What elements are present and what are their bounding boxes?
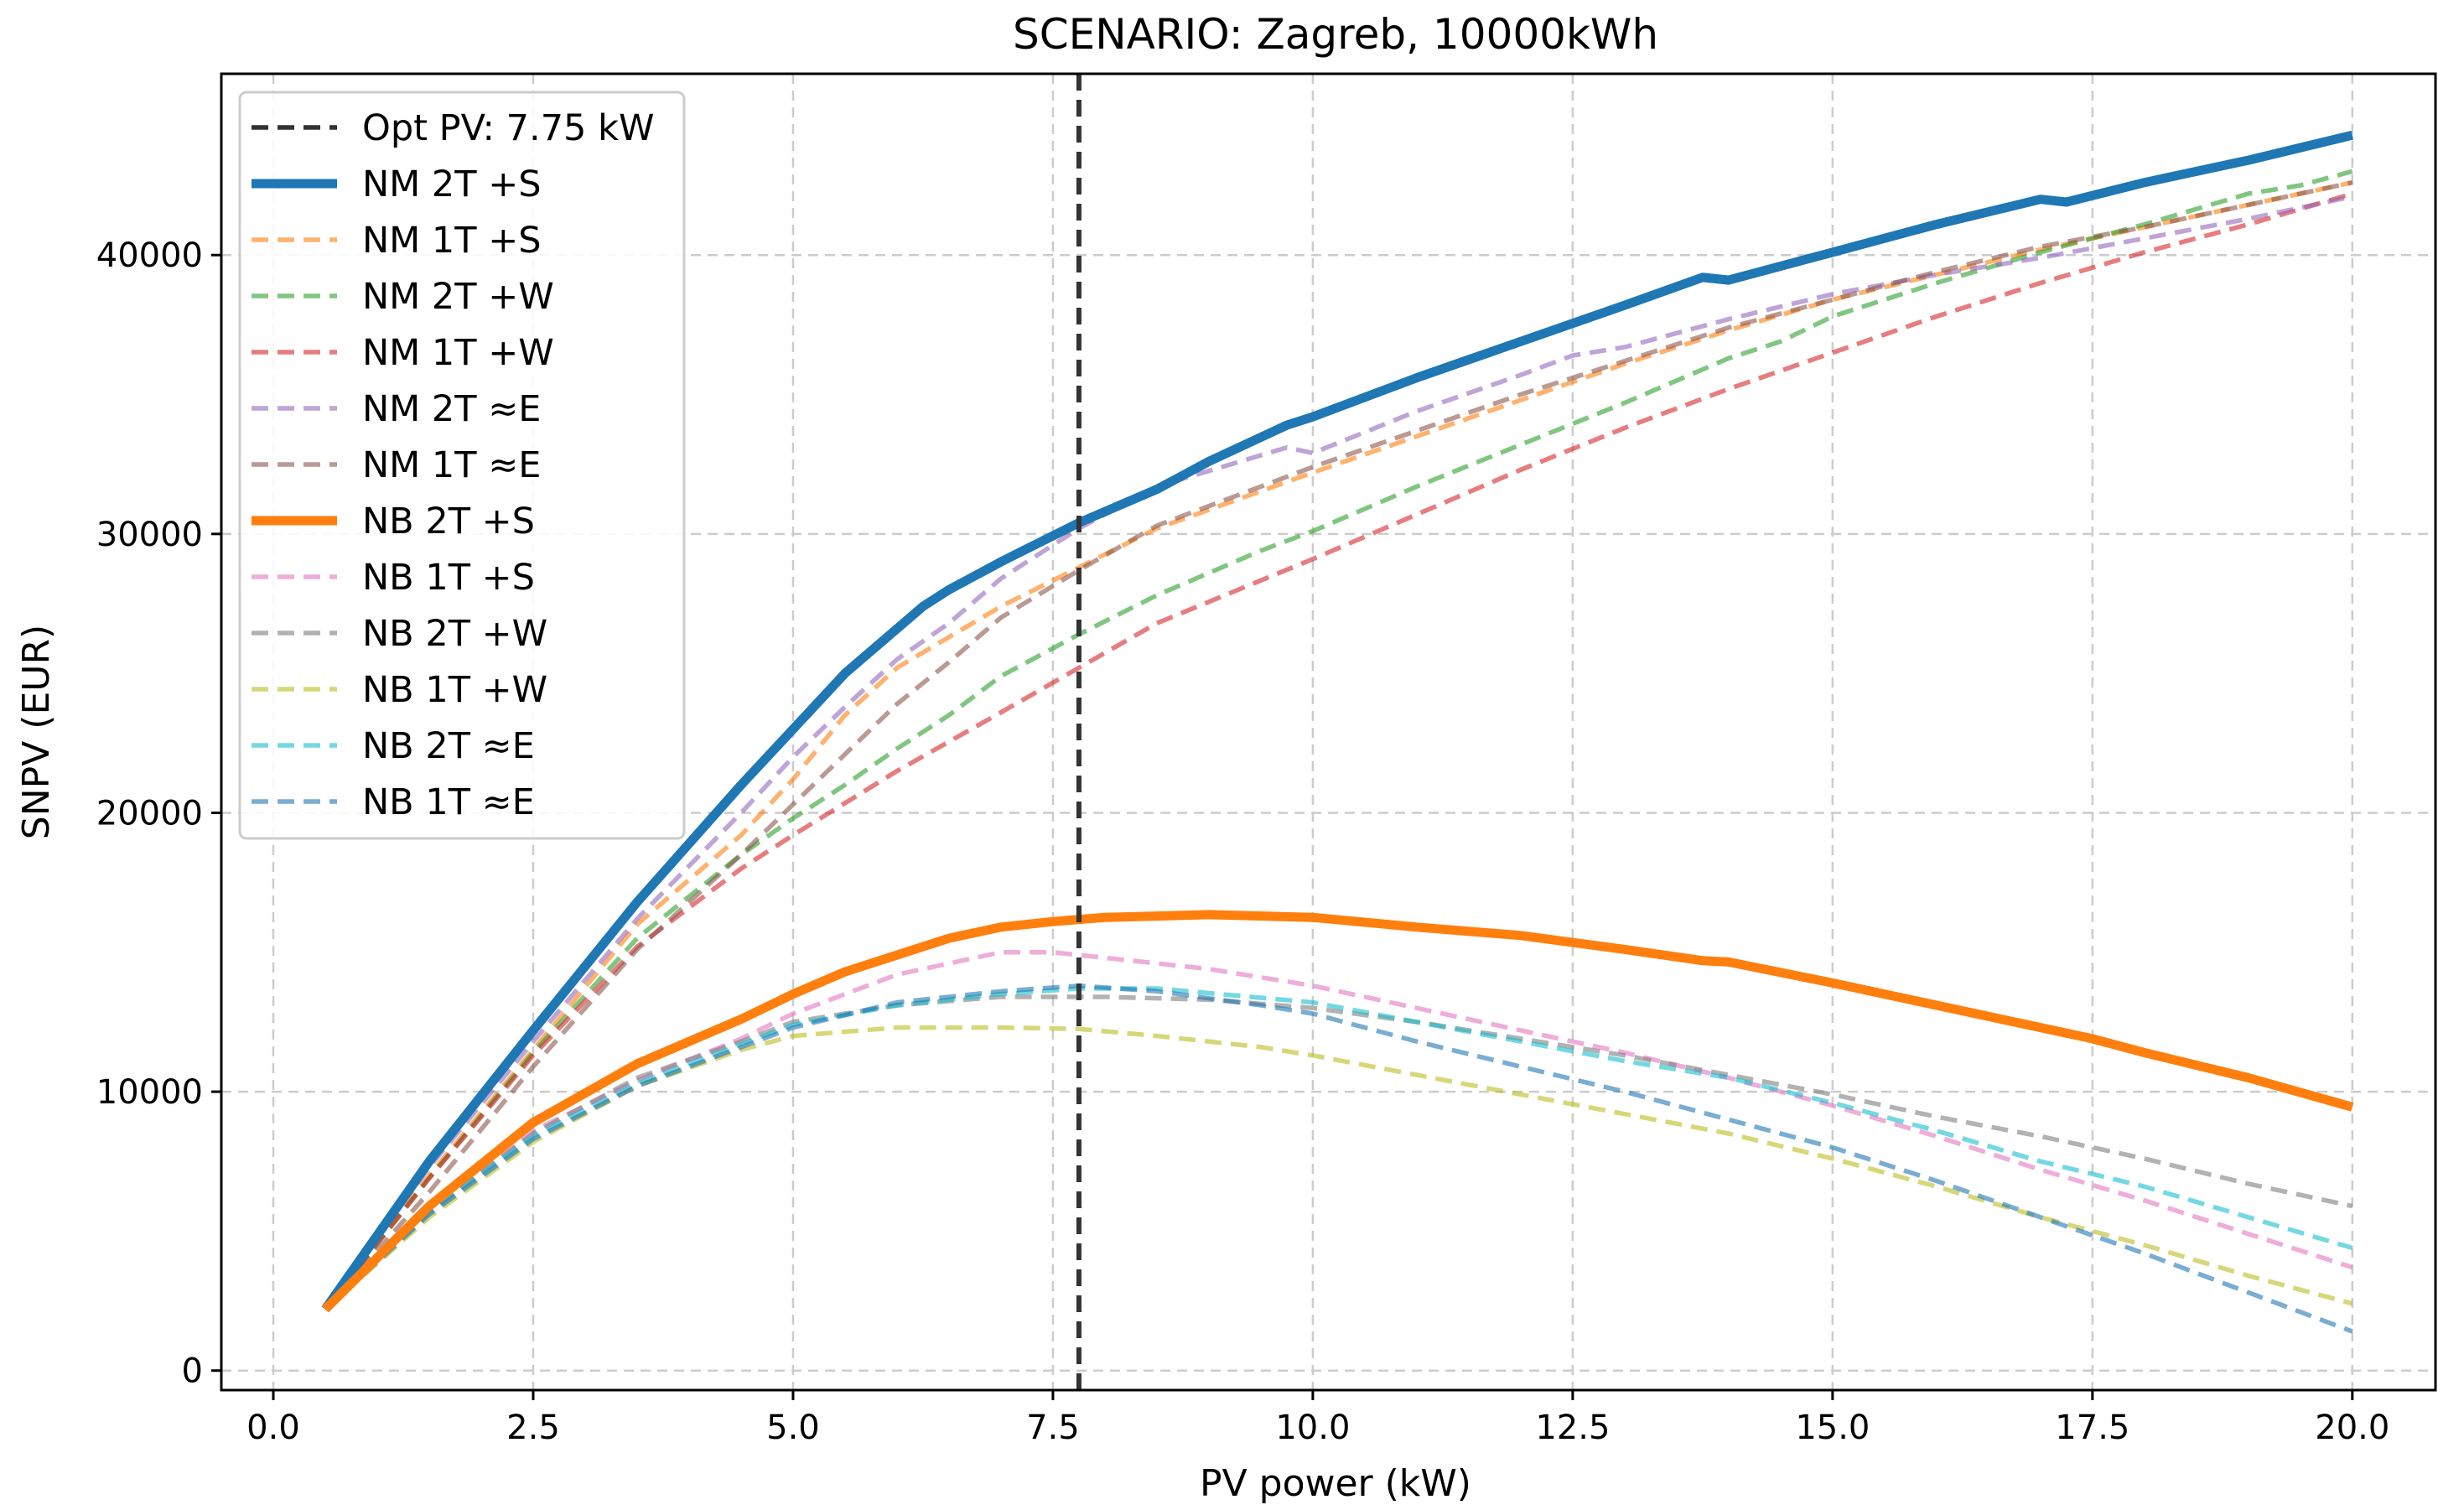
x-tick-label: 10.0 xyxy=(1275,1409,1350,1447)
legend-label: NB 2T +S xyxy=(362,501,535,542)
y-axis-label: SNPV (EUR) xyxy=(15,625,58,839)
y-tick-label: 0 xyxy=(182,1352,203,1391)
legend-label: NM 1T ≈E xyxy=(362,444,541,486)
series-line-11 xyxy=(324,983,2353,1334)
series-line-10 xyxy=(324,986,2353,1311)
legend-label: NB 2T +W xyxy=(362,613,547,655)
x-tick-label: 15.0 xyxy=(1795,1409,1870,1447)
legend-label: NB 1T ≈E xyxy=(362,781,535,823)
plot-frame xyxy=(220,72,2437,1392)
x-tick-label: 5.0 xyxy=(766,1409,820,1447)
y-tick-label: 20000 xyxy=(96,794,203,833)
legend: Opt PV: 7.75 kW NM 2T +S NM 1T +S NM 2T +W N… xyxy=(238,91,686,840)
x-tick-label: 0.0 xyxy=(246,1409,300,1447)
series-layer xyxy=(321,130,2354,1334)
y-tick-label: 10000 xyxy=(96,1073,203,1112)
x-tick-label: 17.5 xyxy=(2055,1409,2129,1447)
legend-label: NM 2T +W xyxy=(362,276,554,318)
chart-title: SCENARIO: Zagreb, 10000kWh xyxy=(1013,10,1658,59)
legend-label: NB 1T +S xyxy=(362,557,535,599)
legend-label: NM 1T +S xyxy=(362,220,542,262)
series-line-9 xyxy=(324,1025,2353,1311)
y-tick-label: 30000 xyxy=(96,516,203,554)
y-tick-label: 40000 xyxy=(96,236,203,275)
legend-label: NM 2T ≈E xyxy=(362,388,541,430)
legend-label: NB 2T ≈E xyxy=(362,725,535,767)
legend-label: NM 2T +S xyxy=(362,163,542,205)
x-tick-label: 7.5 xyxy=(1026,1409,1080,1447)
x-tick-label: 12.5 xyxy=(1535,1409,1610,1447)
y-axis: 0 10000 20000 30000 40000 xyxy=(96,236,221,1391)
legend-label: Opt PV: 7.75 kW xyxy=(362,107,655,149)
x-tick-label: 2.5 xyxy=(506,1409,560,1447)
legend-box xyxy=(238,91,686,840)
x-axis-label: PV power (kW) xyxy=(1200,1462,1471,1505)
series-line-5 xyxy=(323,180,2353,1311)
legend-label: NB 1T +W xyxy=(362,669,547,711)
x-tick-label: 20.0 xyxy=(2315,1409,2389,1447)
series-line-4 xyxy=(323,194,2353,1311)
legend-label: NM 1T +W xyxy=(362,332,554,374)
series-line-1 xyxy=(323,180,2353,1311)
series-line-8 xyxy=(324,994,2353,1311)
series-line-6 xyxy=(322,910,2354,1313)
series-line-0 xyxy=(321,130,2354,1312)
x-axis: 0.0 2.5 5.0 7.5 10.0 12.5 15.0 17.5 20.0 xyxy=(246,1390,2389,1447)
